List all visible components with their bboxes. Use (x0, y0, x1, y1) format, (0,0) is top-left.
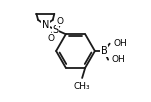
Text: N: N (42, 20, 49, 30)
Text: O: O (57, 17, 64, 26)
Text: CH₃: CH₃ (74, 82, 90, 91)
Text: S: S (53, 25, 59, 35)
Text: OH: OH (113, 39, 127, 48)
Text: O: O (48, 34, 55, 43)
Text: B: B (101, 46, 107, 56)
Text: OH: OH (111, 55, 125, 64)
